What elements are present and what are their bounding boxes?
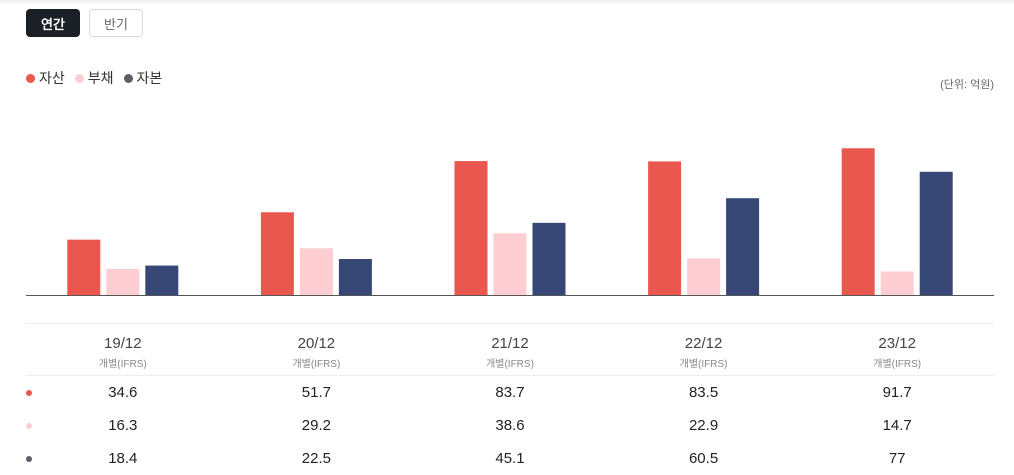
value-cell: 22.9: [688, 417, 719, 434]
basis-label: 개별(IFRS): [486, 359, 534, 370]
table-row-liability: 16.3 29.2 38.6 22.9 14.7: [26, 409, 994, 442]
basis-label: 개별(IFRS): [292, 359, 341, 370]
bar-자본-23/12: [919, 171, 953, 295]
bar-부채-21/12: [493, 233, 527, 295]
value-cell: 45.1: [495, 450, 525, 467]
header-cell-4: 23/12 개별(IFRS): [800, 329, 994, 370]
table-row-asset: 34.6 51.7 83.7 83.5 91.7: [26, 376, 994, 409]
data-table: 19/12 개별(IFRS) 20/12 개별(IFRS) 21/12 개별(I…: [26, 323, 994, 475]
header-cell-1: 20/12 개별(IFRS): [220, 329, 414, 370]
period-label: 19/12: [104, 335, 142, 352]
chart-legend: 자산 부채 자본: [26, 68, 162, 88]
bar-자산-20/12: [260, 212, 294, 295]
bar-자본-21/12: [532, 222, 566, 295]
bar-자본-22/12: [726, 198, 760, 295]
value-cell: 16.3: [108, 417, 138, 434]
value-cell: 77: [888, 450, 906, 467]
legend-dot-liability: [74, 73, 84, 83]
row-dot-equity: [26, 455, 32, 462]
value-cell: 83.7: [495, 384, 525, 401]
legend-item-equity: 자본: [123, 68, 163, 88]
bar-자산-22/12: [648, 161, 682, 295]
legend-item-asset: 자산: [26, 68, 65, 88]
unit-label: (단위: 억원): [940, 79, 994, 91]
bar-부채-19/12: [106, 268, 140, 295]
period-label: 22/12: [684, 335, 723, 352]
bar-부채-22/12: [687, 258, 721, 295]
value-cell: 51.7: [301, 384, 331, 401]
header-cell-0: 19/12 개별(IFRS): [26, 329, 220, 370]
value-cell: 91.7: [882, 384, 912, 401]
header-cell-2: 21/12 개별(IFRS): [413, 329, 607, 370]
row-dot-asset: [26, 389, 32, 396]
value-cell: 29.2: [301, 417, 331, 434]
value-cell: 18.4: [108, 450, 138, 467]
legend-dot-equity: [123, 73, 133, 83]
top-shadow: [0, 0, 1014, 6]
value-cell: 22.5: [301, 450, 331, 467]
period-tabs: 연간 반기: [26, 9, 143, 37]
legend-dot-asset: [26, 73, 35, 83]
basis-label: 개별(IFRS): [98, 359, 147, 370]
basis-label: 개별(IFRS): [873, 359, 922, 370]
bar-자본-20/12: [338, 259, 372, 295]
bar-자산-19/12: [67, 239, 101, 295]
bar-부채-23/12: [880, 271, 914, 295]
legend-label-equity: 자본: [136, 70, 163, 86]
period-label: 23/12: [878, 335, 916, 352]
row-dot-liability: [26, 422, 32, 429]
header-cell-3: 22/12 개별(IFRS): [607, 329, 801, 370]
bar-자산-23/12: [841, 148, 875, 295]
legend-item-liability: 부채: [74, 68, 114, 88]
value-cell: 14.7: [882, 417, 912, 434]
period-label: 20/12: [297, 335, 336, 352]
value-cell: 83.5: [688, 384, 719, 401]
bar-부채-20/12: [299, 248, 333, 295]
value-cell: 38.6: [495, 417, 525, 434]
bar-chart: [26, 148, 994, 296]
bar-자본-19/12: [145, 265, 179, 295]
basis-label: 개별(IFRS): [679, 359, 728, 370]
value-cell: 34.6: [108, 384, 138, 401]
table-row-equity: 18.4 22.5 45.1 60.5 77: [26, 442, 994, 475]
bar-자산-21/12: [454, 161, 488, 295]
period-label: 21/12: [491, 335, 529, 352]
legend-label-asset: 자산: [39, 70, 65, 86]
table-header-row: 19/12 개별(IFRS) 20/12 개별(IFRS) 21/12 개별(I…: [26, 323, 994, 376]
tab-half-year[interactable]: 반기: [89, 9, 143, 37]
legend-label-liability: 부채: [87, 70, 114, 86]
value-cell: 60.5: [688, 450, 719, 467]
tab-annual[interactable]: 연간: [26, 9, 80, 37]
